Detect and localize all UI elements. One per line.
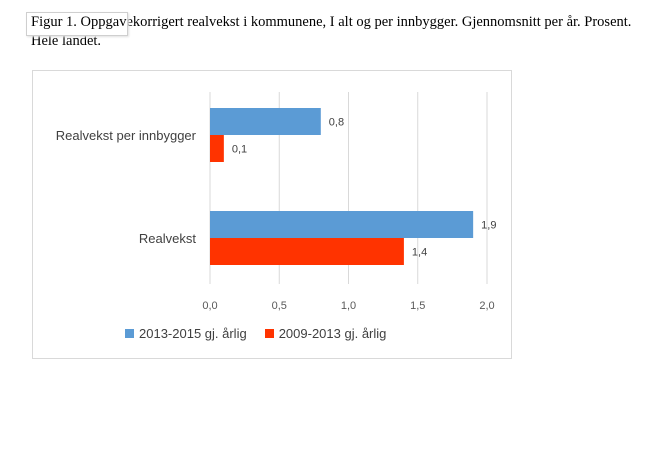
chart-legend: 2013-2015 gj. årlig 2009-2013 gj. årlig (125, 326, 404, 341)
x-tick-label-0: 0,0 (202, 300, 217, 312)
data-label-0-0: 0,8 (329, 117, 344, 129)
x-tick-label-4: 2,0 (479, 300, 494, 312)
bar-1-0 (210, 211, 474, 238)
data-label-0-1: 0,1 (232, 144, 247, 156)
legend-item-series-1: 2013-2015 gj. årlig (125, 326, 247, 341)
legend-item-series-2: 2009-2013 gj. årlig (264, 326, 387, 341)
category-label-1: Realvekst (139, 231, 196, 246)
legend-label-series-1: 2013-2015 gj. årlig (139, 326, 247, 341)
category-label-0: Realvekst per innbygger (56, 128, 197, 143)
data-label-1-1: 1,4 (412, 247, 427, 259)
x-tick-label-1: 0,5 (272, 300, 287, 312)
x-tick-label-2: 1,0 (341, 300, 356, 312)
data-label-1-0: 1,9 (481, 220, 496, 232)
figure-caption: Figur 1. Oppgavekorrigert realvekst i ko… (31, 14, 632, 49)
bar-0-0 (210, 108, 321, 135)
legend-swatch-series-2 (264, 329, 274, 338)
x-tick-label-3: 1,5 (410, 300, 425, 312)
legend-swatch-series-1 (125, 329, 134, 338)
bar-0-1 (210, 135, 224, 162)
bar-1-1 (210, 238, 404, 265)
legend-label-series-2: 2009-2013 gj. årlig (278, 326, 387, 341)
